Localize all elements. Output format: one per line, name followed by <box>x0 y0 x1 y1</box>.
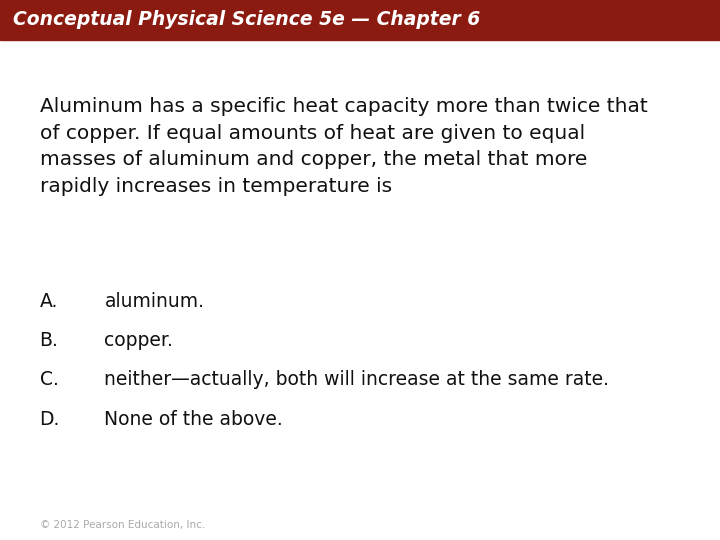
Text: B.: B. <box>40 331 58 350</box>
Text: © 2012 Pearson Education, Inc.: © 2012 Pearson Education, Inc. <box>40 520 205 530</box>
Text: aluminum.: aluminum. <box>104 292 204 310</box>
Text: C.: C. <box>40 370 58 389</box>
Text: D.: D. <box>40 410 60 429</box>
Bar <box>0 0 720 40</box>
Text: A.: A. <box>40 292 58 310</box>
Text: Conceptual Physical Science 5e — Chapter 6: Conceptual Physical Science 5e — Chapter… <box>13 10 480 30</box>
Text: neither—actually, both will increase at the same rate.: neither—actually, both will increase at … <box>104 370 609 389</box>
Text: None of the above.: None of the above. <box>104 410 283 429</box>
Text: Aluminum has a specific heat capacity more than twice that
of copper. If equal a: Aluminum has a specific heat capacity mo… <box>40 97 647 195</box>
Text: copper.: copper. <box>104 331 174 350</box>
